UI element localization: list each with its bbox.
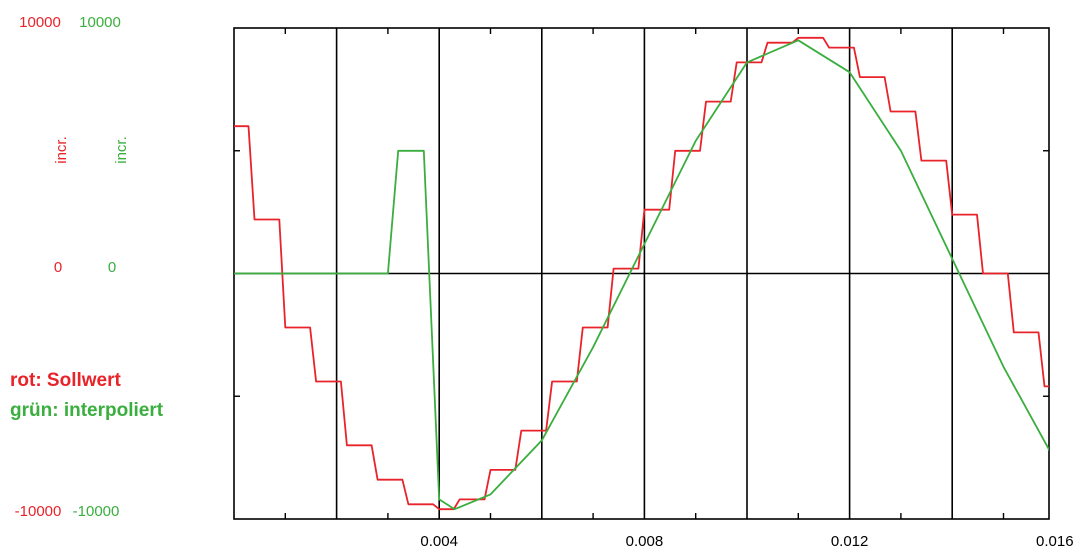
x-axis-ticks: 0.004 0.008 0.012 0.016 bbox=[420, 533, 1073, 550]
x-tick-label-0: 0.004 bbox=[420, 533, 458, 550]
plot-area bbox=[233, 27, 1050, 520]
green-y-min-label: -10000 bbox=[73, 503, 120, 520]
series-line-green bbox=[234, 39, 1049, 511]
red-y-zero-label: 0 bbox=[54, 259, 62, 276]
legend: rot: Sollwert grün: interpoliert bbox=[10, 370, 164, 421]
legend-red: rot: Sollwert bbox=[10, 370, 122, 391]
x-tick-label-3: 0.016 bbox=[1036, 533, 1073, 550]
red-y-max-label: 10000 bbox=[19, 14, 61, 31]
green-y-zero-label: 0 bbox=[108, 259, 116, 276]
series-line-red bbox=[234, 36, 1049, 511]
red-y-min-label: -10000 bbox=[15, 503, 62, 520]
x-tick-label-1: 0.008 bbox=[626, 533, 664, 550]
x-tick-label-2: 0.012 bbox=[831, 533, 869, 550]
legend-green: grün: interpoliert bbox=[10, 400, 164, 421]
left-axis-labels: 10000 10000 incr. incr. 0 0 -10000 -1000… bbox=[15, 14, 130, 520]
green-y-max-label: 10000 bbox=[79, 14, 121, 31]
red-y-unit-label: incr. bbox=[53, 136, 70, 164]
green-y-unit-label: incr. bbox=[113, 136, 130, 164]
